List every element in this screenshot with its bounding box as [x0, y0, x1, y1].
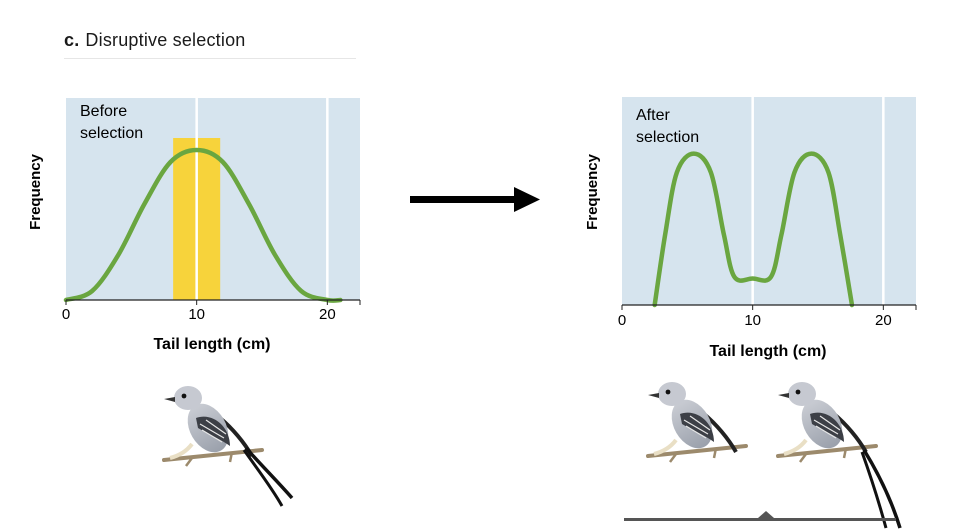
y-axis-label: Frequency — [584, 153, 601, 230]
panel-label-line-1: After — [636, 107, 670, 124]
y-axis-label: Frequency — [27, 153, 44, 230]
x-axis-label: Tail length (cm) — [153, 336, 270, 353]
x-tick-label: 20 — [319, 306, 336, 323]
bird-long-tail-illustration — [776, 380, 902, 529]
x-tick-labels: 0 10 20 — [618, 312, 892, 329]
x-tick-label: 20 — [875, 312, 892, 329]
x-axis-label: Tail length (cm) — [709, 343, 826, 360]
distribution-curve — [652, 151, 855, 308]
chart-after-selection: Frequency 0 10 20 After selection Tail len… — [584, 97, 917, 360]
chart-before-selection: Frequency 0 10 20 Before selection Tail le… — [27, 98, 361, 353]
figure-letter: c. — [64, 30, 80, 50]
x-tick-label: 10 — [188, 306, 205, 323]
x-tick-labels: 0 10 20 — [62, 306, 336, 323]
panel-label-line-2: selection — [636, 129, 699, 146]
plot-area — [63, 98, 361, 305]
right-arrow-icon — [410, 187, 540, 212]
panel-label-line-2: selection — [80, 125, 143, 142]
figure-title: c. Disruptive selection — [64, 30, 356, 59]
x-tick-label: 10 — [744, 312, 761, 329]
panel-label-line-1: Before — [80, 103, 127, 120]
figure-title-text: Disruptive selection — [85, 30, 246, 50]
x-tick-label: 0 — [62, 306, 70, 323]
bird-before-illustration — [162, 384, 294, 507]
plot-area — [621, 97, 917, 310]
bottom-divider — [624, 511, 896, 521]
bird-short-tail-illustration — [646, 380, 748, 464]
x-tick-label: 0 — [618, 312, 626, 329]
distribution-curve — [63, 147, 343, 303]
